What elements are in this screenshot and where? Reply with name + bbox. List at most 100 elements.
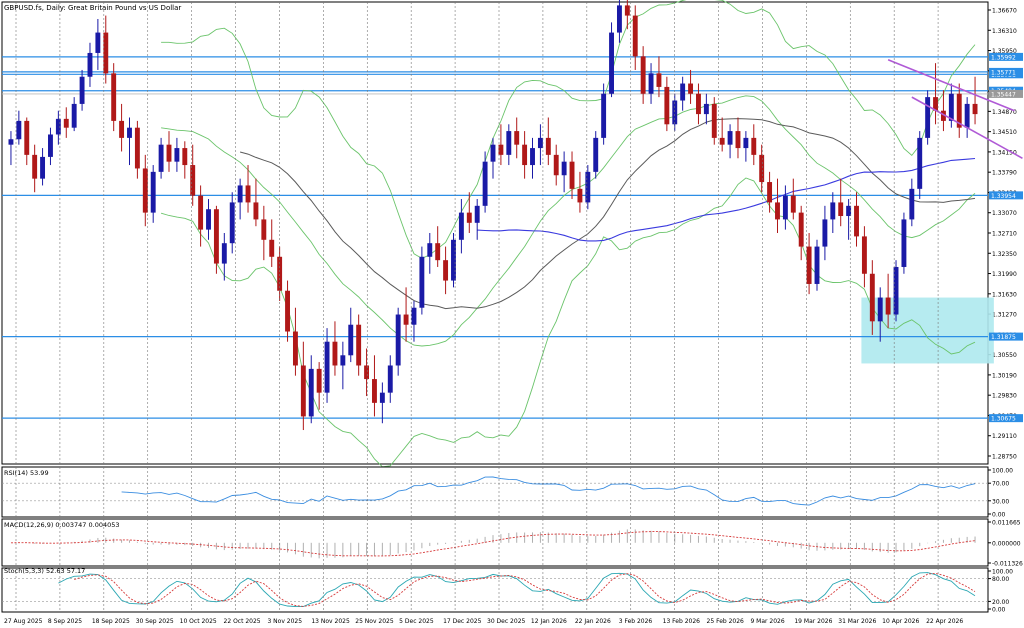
candle-body[interactable] [901,219,907,267]
candle-body[interactable] [103,32,109,74]
candle-body[interactable] [71,103,77,128]
candle-body[interactable] [735,131,741,149]
candle-body[interactable] [577,188,583,203]
candle-body[interactable] [150,171,156,213]
candle-body[interactable] [55,118,61,135]
candle-body[interactable] [561,161,567,176]
candle-body[interactable] [127,127,132,138]
candle-body[interactable] [711,103,717,138]
candle-body[interactable] [640,56,646,94]
candle-body[interactable] [759,154,765,183]
candle-body[interactable] [427,243,433,257]
candle-body[interactable] [522,144,528,166]
candle-body[interactable] [63,118,69,128]
candle-body[interactable] [229,202,235,244]
candle-body[interactable] [767,182,773,203]
rsi-pane[interactable]: 100.00 70.00 30.00 0.00 [1,466,1013,519]
candle-body[interactable] [751,137,757,155]
candle-body[interactable] [87,52,93,77]
candle-body[interactable] [316,368,322,393]
candle-body[interactable] [198,195,204,230]
macd-pane[interactable]: 0.011665 0.000000 -0.011326 [1,518,1023,568]
candle-body[interactable] [940,110,946,121]
candle-body[interactable] [656,73,662,87]
candle-body[interactable] [435,243,441,261]
candle-body[interactable] [672,100,678,125]
candle-body[interactable] [474,205,480,223]
candle-body[interactable] [893,266,899,315]
candle-body[interactable] [727,131,733,145]
candle-body[interactable] [585,171,591,203]
candle-body[interactable] [814,246,820,284]
candle-body[interactable] [221,243,227,264]
candle-body[interactable] [601,93,607,138]
candle-body[interactable] [972,103,978,115]
candle-body[interactable] [134,127,140,169]
candle-body[interactable] [308,368,314,417]
candle-body[interactable] [324,341,330,393]
candle-body[interactable] [466,212,472,223]
candle-body[interactable] [292,331,298,366]
candle-body[interactable] [411,307,417,325]
candle-body[interactable] [838,202,844,217]
candle-body[interactable] [340,355,346,366]
candle-body[interactable] [253,202,259,220]
candle-body[interactable] [285,290,290,332]
candle-body[interactable] [545,137,551,155]
candle-body[interactable] [182,148,188,166]
candle-body[interactable] [48,134,53,157]
candle-body[interactable] [806,246,812,284]
candle-body[interactable] [933,97,938,111]
candle-body[interactable] [403,314,409,325]
candle-body[interactable] [79,76,85,104]
candle-body[interactable] [909,188,915,220]
candle-body[interactable] [458,212,464,240]
candle-body[interactable] [387,365,393,393]
candle-body[interactable] [95,32,101,53]
candle-body[interactable] [237,185,243,203]
price-pane[interactable]: 1.366701.363101.359501.355901.352301.348… [1,0,1023,468]
candle-body[interactable] [696,93,701,115]
candle-body[interactable] [648,73,654,94]
candle-body[interactable] [166,144,172,162]
candle-body[interactable] [537,137,543,149]
candle-body[interactable] [379,392,385,403]
candle-body[interactable] [332,341,338,366]
candle-body[interactable] [490,144,496,162]
candle-body[interactable] [119,120,125,138]
candle-body[interactable] [703,103,709,115]
candle-body[interactable] [775,202,780,220]
candle-body[interactable] [530,148,535,166]
candle-body[interactable] [8,139,14,145]
candle-body[interactable] [451,239,456,281]
candle-body[interactable] [111,73,117,121]
candle-body[interactable] [277,256,283,291]
candle-body[interactable] [869,273,875,322]
candle-body[interactable] [688,83,694,94]
candle-body[interactable] [877,297,883,322]
candle-body[interactable] [854,205,859,237]
channel-upper-line[interactable] [887,59,1015,112]
candle-body[interactable] [861,236,867,274]
candle-body[interactable] [372,379,377,403]
candle-body[interactable] [245,185,251,203]
candle-body[interactable] [822,219,828,247]
candle-body[interactable] [632,15,638,57]
candle-body[interactable] [498,144,504,155]
candle-body[interactable] [925,97,931,138]
candle-body[interactable] [16,120,22,140]
candle-body[interactable] [364,365,370,380]
candle-body[interactable] [830,202,836,220]
candle-body[interactable] [395,314,401,366]
candle-body[interactable] [514,131,520,145]
candle-body[interactable] [190,165,196,196]
candle-body[interactable] [348,324,354,356]
candle-body[interactable] [24,120,30,155]
candle-body[interactable] [419,256,425,308]
candle-body[interactable] [174,148,180,162]
candle-body[interactable] [206,209,211,230]
candle-body[interactable] [261,219,267,240]
candle-body[interactable] [158,144,164,172]
